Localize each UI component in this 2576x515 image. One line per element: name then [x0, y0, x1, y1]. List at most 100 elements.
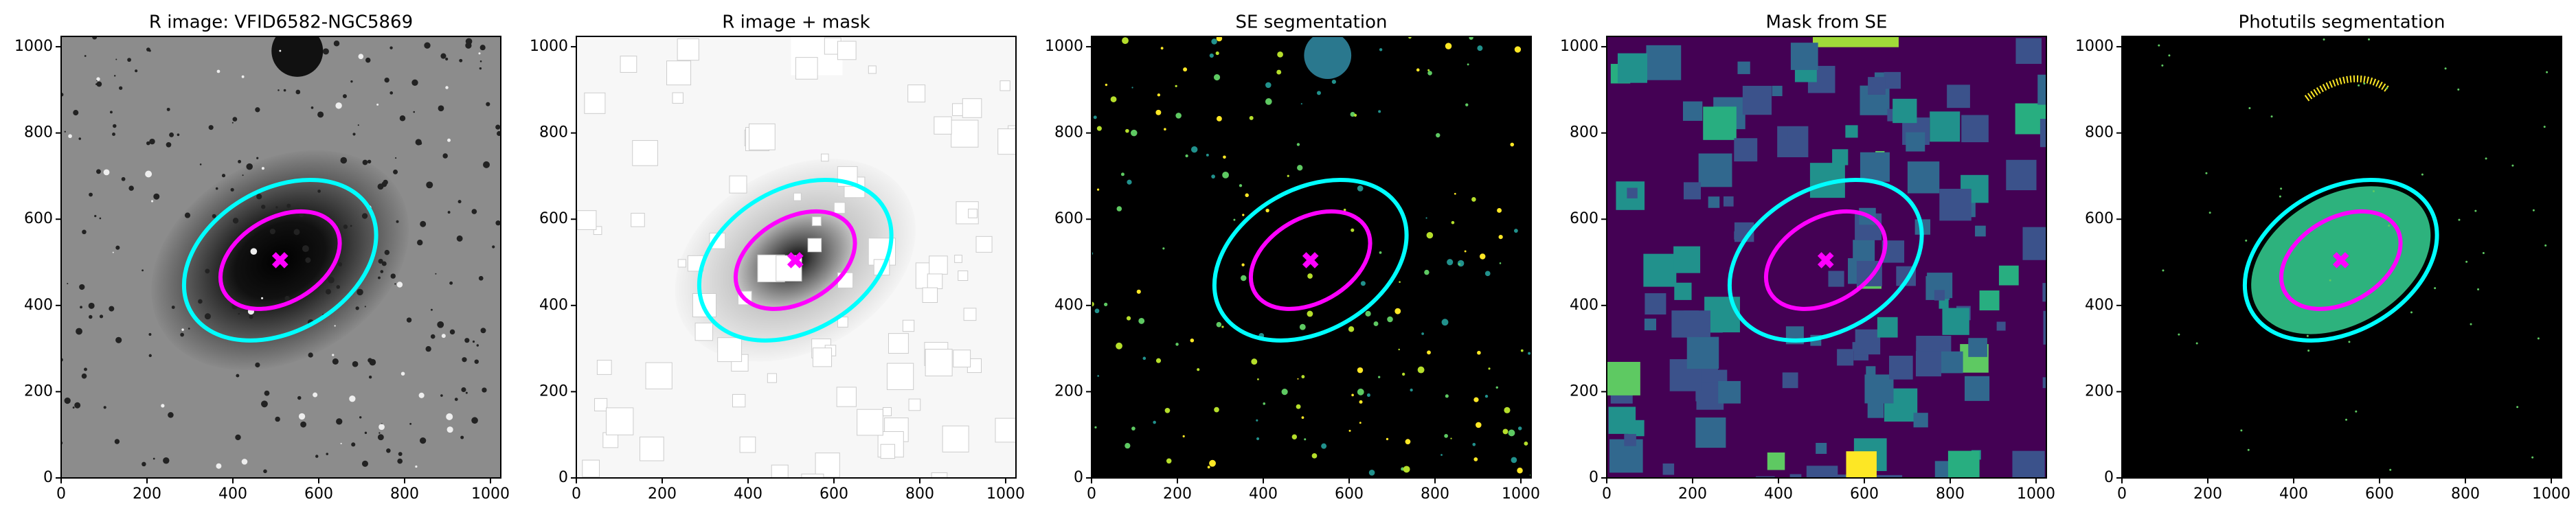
- x-tick-label: 800: [390, 485, 419, 503]
- mask-segment: [1787, 126, 1801, 139]
- star: [457, 200, 462, 204]
- star: [215, 187, 218, 190]
- star: [297, 396, 302, 400]
- segment: [1488, 367, 1491, 370]
- star: [362, 159, 368, 165]
- segment: [1311, 453, 1318, 459]
- star: [88, 302, 95, 309]
- segment: [1421, 332, 1424, 335]
- mask-segment: [1708, 196, 1720, 208]
- segment: [1131, 426, 1136, 431]
- segment: [1476, 422, 1482, 428]
- segment: [2307, 350, 2310, 352]
- star: [114, 439, 120, 444]
- y-tick-label: 0: [2104, 469, 2114, 486]
- segment: [1427, 71, 1432, 76]
- star: [325, 288, 331, 295]
- segment: [1215, 51, 1219, 56]
- segment: [1353, 113, 1357, 117]
- x-tick-label: 0: [2117, 485, 2127, 503]
- segment: [2363, 82, 2366, 85]
- star: [389, 91, 394, 95]
- mask-box: [821, 153, 829, 162]
- segment: [2444, 67, 2447, 70]
- star: [135, 69, 138, 73]
- star: [94, 214, 97, 218]
- segment: [1350, 111, 1355, 117]
- mask-box: [594, 398, 608, 411]
- star: [474, 359, 479, 364]
- star: [212, 214, 216, 218]
- segment: [1348, 429, 1351, 432]
- segment: [1221, 325, 1224, 328]
- mask-segment: [1617, 53, 1648, 83]
- panel-title: Photutils segmentation: [2239, 12, 2445, 33]
- segment: [1256, 437, 1260, 441]
- star: [479, 67, 482, 70]
- star: [406, 317, 412, 323]
- star: [409, 422, 412, 425]
- star: [461, 387, 466, 393]
- mask-segment: [1673, 246, 1701, 273]
- aperture-ellipse: [218, 209, 342, 311]
- mask-segment: [1644, 318, 1657, 331]
- y-tick-label: 600: [2085, 210, 2114, 227]
- mask-segment: [2040, 119, 2046, 148]
- star: [230, 187, 234, 192]
- segment: [2323, 38, 2325, 41]
- star: [305, 257, 311, 263]
- star: [238, 312, 240, 315]
- mask-segment: [1767, 452, 1785, 470]
- star: [256, 194, 262, 200]
- x-tick-label: 400: [218, 485, 247, 503]
- segment: [1245, 193, 1249, 198]
- x-tick-label: 200: [1678, 485, 1707, 503]
- star: [153, 193, 160, 200]
- aperture-ellipse: [181, 177, 379, 343]
- mask-segment: [1941, 351, 1963, 374]
- star: [115, 245, 120, 250]
- segment: [2158, 44, 2160, 47]
- segment: [1300, 103, 1302, 105]
- star: [361, 213, 368, 219]
- y-tick-label: 600: [539, 210, 568, 227]
- mask-box: [645, 362, 673, 389]
- star: [334, 325, 336, 327]
- mask-segment: [1646, 45, 1682, 80]
- mask-box: [968, 208, 978, 218]
- star: [497, 130, 501, 136]
- mask-box: [620, 56, 637, 73]
- segment: [1316, 91, 1321, 95]
- x-tick-label: 1000: [986, 485, 1025, 503]
- star: [96, 81, 102, 87]
- segment: [1378, 376, 1381, 378]
- mask-box: [907, 84, 926, 103]
- mask-segment: [1790, 43, 1818, 70]
- segment: [1471, 197, 1476, 202]
- segment: [2205, 172, 2208, 174]
- star: [332, 354, 335, 356]
- star: [198, 299, 203, 304]
- star: [413, 111, 415, 113]
- segment: [2474, 209, 2477, 212]
- mask-segment: [1682, 101, 1703, 121]
- segment: [1510, 142, 1515, 147]
- segment: [1416, 68, 1420, 72]
- star: [343, 225, 348, 229]
- star: [384, 77, 389, 83]
- segment: [1281, 389, 1288, 396]
- star: [308, 352, 313, 358]
- x-tick-label: 800: [2451, 485, 2480, 503]
- star: [238, 159, 242, 163]
- segment: [1484, 394, 1489, 398]
- segment: [1120, 172, 1125, 176]
- y-tick-label: 1000: [14, 38, 53, 55]
- segment: [2532, 209, 2535, 211]
- star: [462, 357, 467, 363]
- mask-segment: [1684, 310, 1710, 337]
- segment: [1265, 82, 1272, 89]
- star: [365, 57, 371, 63]
- star: [483, 161, 490, 168]
- mask-box: [908, 398, 921, 411]
- mask-segment: [1813, 36, 1899, 47]
